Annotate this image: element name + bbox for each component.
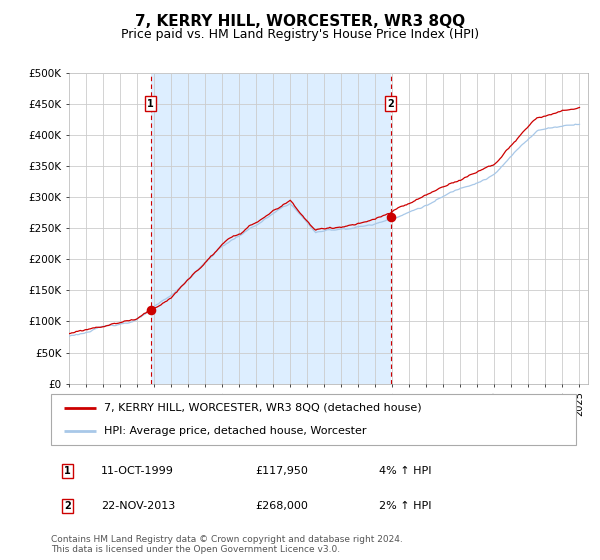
Bar (151, 73, 391, 384)
Text: HPI: Average price, detached house, Worcester: HPI: Average price, detached house, Worc… (104, 426, 366, 436)
Text: £268,000: £268,000 (256, 501, 308, 511)
Point (146, 306, 155, 315)
Text: 7, KERRY HILL, WORCESTER, WR3 8QQ (detached house): 7, KERRY HILL, WORCESTER, WR3 8QQ (detac… (104, 403, 421, 413)
Text: 1: 1 (147, 99, 154, 109)
FancyBboxPatch shape (51, 394, 576, 445)
Text: 2: 2 (64, 501, 71, 511)
Text: 11-OCT-1999: 11-OCT-1999 (101, 466, 174, 476)
Text: Contains HM Land Registry data © Crown copyright and database right 2024.
This d: Contains HM Land Registry data © Crown c… (51, 535, 403, 554)
Text: Price paid vs. HM Land Registry's House Price Index (HPI): Price paid vs. HM Land Registry's House … (121, 28, 479, 41)
Text: 2% ↑ HPI: 2% ↑ HPI (379, 501, 431, 511)
Point (386, 213, 395, 222)
Text: 2: 2 (387, 99, 394, 109)
Text: 7, KERRY HILL, WORCESTER, WR3 8QQ: 7, KERRY HILL, WORCESTER, WR3 8QQ (135, 14, 465, 29)
Text: 1: 1 (64, 466, 71, 476)
Text: 4% ↑ HPI: 4% ↑ HPI (379, 466, 431, 476)
Text: £117,950: £117,950 (256, 466, 308, 476)
Text: 22-NOV-2013: 22-NOV-2013 (101, 501, 175, 511)
